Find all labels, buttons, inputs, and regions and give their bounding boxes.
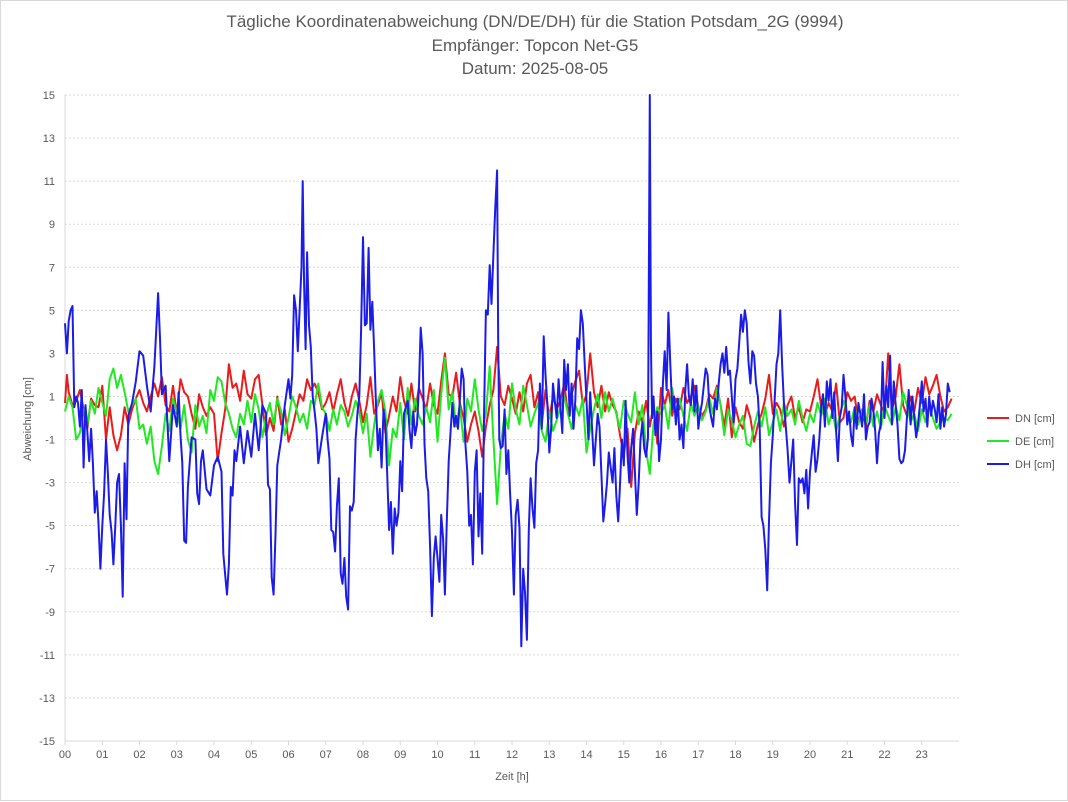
x-tick-label: 15 bbox=[618, 749, 630, 761]
series-line-de bbox=[64, 356, 953, 506]
x-tick-label: 03 bbox=[171, 749, 183, 761]
y-tick-label: 1 bbox=[49, 391, 55, 403]
x-tick-label: 20 bbox=[804, 749, 816, 761]
y-tick-label: -1 bbox=[45, 435, 55, 447]
x-tick-label: 07 bbox=[320, 749, 332, 761]
y-tick-label: -7 bbox=[45, 564, 55, 576]
x-tick-label: 09 bbox=[394, 749, 406, 761]
series-line-dh bbox=[64, 94, 951, 648]
y-tick-label: 7 bbox=[49, 262, 55, 274]
x-tick-label: 13 bbox=[543, 749, 555, 761]
y-tick-label: 5 bbox=[49, 305, 55, 317]
x-axis-label: Zeit [h] bbox=[495, 771, 529, 783]
chart-title: Tägliche Koordinatenabweichung (DN/DE/DH… bbox=[226, 12, 844, 31]
legend-label: DH [cm] bbox=[1015, 459, 1055, 471]
x-tick-label: 21 bbox=[841, 749, 853, 761]
y-axis-label: Abweichung [cm] bbox=[22, 377, 34, 461]
y-tick-label: 15 bbox=[43, 90, 55, 102]
x-tick-label: 22 bbox=[878, 749, 890, 761]
series-lines bbox=[64, 94, 953, 648]
legend-label: DE [cm] bbox=[1015, 436, 1054, 448]
y-tick-label: -9 bbox=[45, 607, 55, 619]
x-tick-label: 19 bbox=[767, 749, 779, 761]
x-tick-label: 01 bbox=[96, 749, 108, 761]
chart-subtitle: Empfänger: Topcon Net-G5 bbox=[431, 36, 639, 55]
y-tick-label: 9 bbox=[49, 219, 55, 231]
y-tick-label: 13 bbox=[43, 133, 55, 145]
x-tick-label: 02 bbox=[133, 749, 145, 761]
y-tick-label: 3 bbox=[49, 348, 55, 360]
x-tick-label: 05 bbox=[245, 749, 257, 761]
x-tick-label: 10 bbox=[431, 749, 443, 761]
y-tick-label: -15 bbox=[39, 736, 55, 748]
y-tick-label: -5 bbox=[45, 521, 55, 533]
x-tick-label: 06 bbox=[282, 749, 294, 761]
legend: DN [cm] DE [cm] DH [cm] bbox=[987, 413, 1055, 471]
x-tick-label: 08 bbox=[357, 749, 369, 761]
x-tick-label: 11 bbox=[469, 749, 480, 761]
chart-date: Datum: 2025-08-05 bbox=[461, 59, 609, 78]
y-tick-labels: 15 13 11 9 7 5 3 1 -1 -3 -5 -7 -9 -11 -13 -15 bbox=[39, 90, 55, 748]
y-tick-label: -11 bbox=[40, 650, 55, 662]
x-tick-label: 18 bbox=[729, 749, 741, 761]
y-tick-label: -3 bbox=[45, 478, 55, 490]
y-tick-label: -13 bbox=[39, 693, 55, 705]
x-tick-label: 12 bbox=[506, 749, 518, 761]
legend-label: DN [cm] bbox=[1015, 413, 1055, 425]
x-tick-label: 14 bbox=[580, 749, 592, 761]
x-tick-label: 17 bbox=[692, 749, 704, 761]
x-tick-label: 00 bbox=[59, 749, 71, 761]
x-tick-label: 04 bbox=[208, 749, 220, 761]
y-tick-label: 11 bbox=[44, 176, 55, 188]
x-tick-label: 16 bbox=[655, 749, 667, 761]
x-tick-label: 23 bbox=[916, 749, 928, 761]
x-tick-labels: 00 01 02 03 04 05 06 07 08 09 10 11 12 13 14 15 16 17 18 19… bbox=[59, 741, 928, 761]
